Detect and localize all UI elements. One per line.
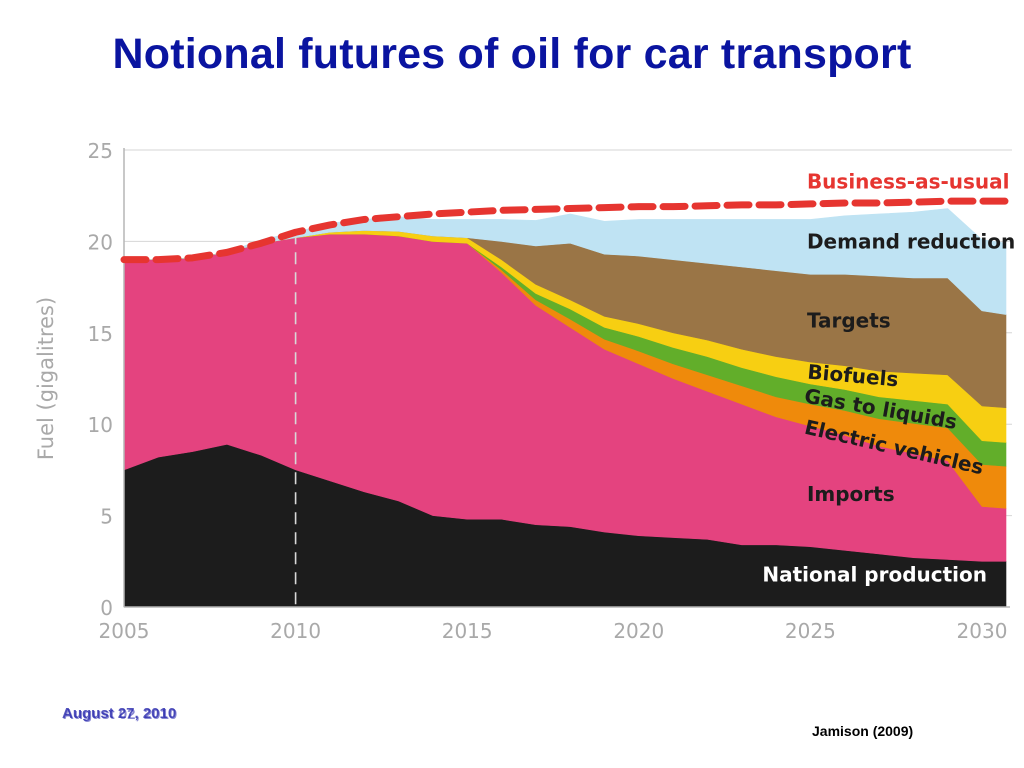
x-tick-label: 2020 <box>613 619 664 643</box>
y-tick-label: 10 <box>88 413 113 437</box>
x-tick-label: 2010 <box>270 619 321 643</box>
date-text: August 27, 2010 <box>62 705 177 722</box>
source-citation: Jamison (2009) <box>812 723 914 739</box>
x-tick-label: 2015 <box>442 619 493 643</box>
label-business-as-usual: Business-as-usual <box>807 169 1010 193</box>
date-text-overlay: August 02, 2010 <box>63 706 178 723</box>
y-tick-label: 20 <box>88 230 113 254</box>
y-axis-title: Fuel (gigalitres) <box>34 297 58 460</box>
x-tick-label: 2025 <box>785 619 836 643</box>
area-series <box>123 208 1007 608</box>
y-tick-label: 0 <box>100 596 113 620</box>
label-targets: Targets <box>807 308 891 332</box>
area-demand-reduction <box>123 208 1007 315</box>
label-imports: Imports <box>807 482 895 506</box>
x-tick-label: 2005 <box>99 619 150 643</box>
business-as-usual-line <box>120 197 1010 264</box>
y-tick-label: 25 <box>88 139 113 163</box>
slide-title: Notional futures of oil for car transpor… <box>112 30 912 78</box>
y-tick-label: 15 <box>88 322 113 346</box>
label-national-production: National production <box>762 562 987 586</box>
business-as-usual-series <box>120 197 1010 264</box>
x-tick-label: 2030 <box>957 619 1008 643</box>
y-tick-label: 5 <box>100 505 113 529</box>
label-demand-reduction: Demand reduction <box>807 230 1015 254</box>
